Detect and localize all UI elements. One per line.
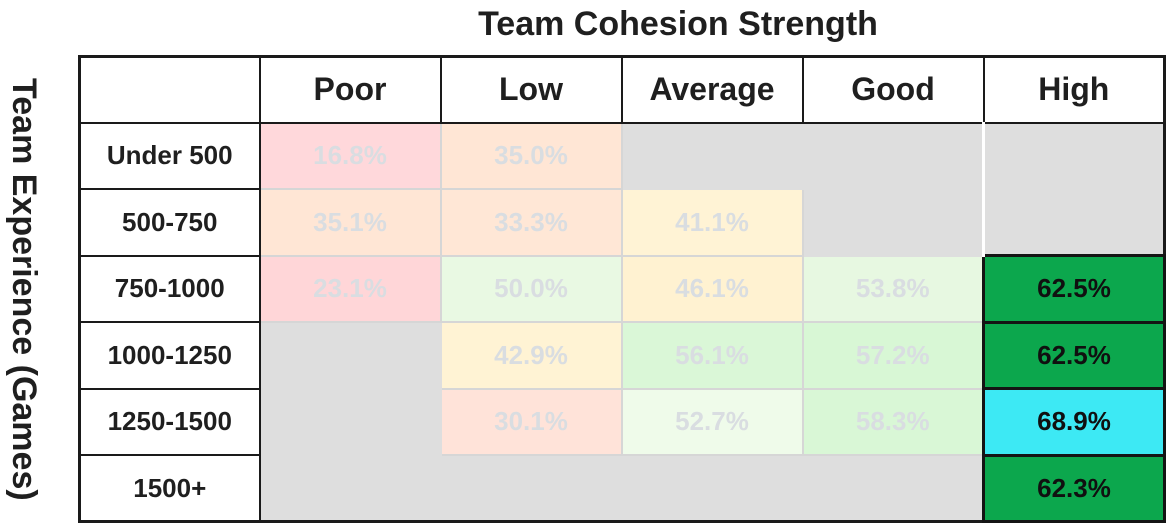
row-label-1500: 1500+ xyxy=(78,454,261,523)
heatmap-table-container: Poor Low Average Good High Under 500 16.8… xyxy=(78,55,1166,523)
column-header-row: Poor Low Average Good High xyxy=(78,55,1166,124)
heatmap-cell-empty xyxy=(620,454,804,523)
heatmap-cell: 16.8% xyxy=(258,121,442,190)
heatmap-cell: 35.0% xyxy=(439,121,623,190)
row-label-under-500: Under 500 xyxy=(78,121,261,190)
heatmap-cell: 50.0% xyxy=(439,254,623,323)
table-row: 500-750 35.1% 33.3% 41.1% xyxy=(78,188,1166,257)
heatmap-cell-empty xyxy=(982,121,1166,190)
heatmap-cell-empty xyxy=(439,454,623,523)
heatmap-cell-empty xyxy=(801,454,985,523)
corner-cell xyxy=(78,55,261,124)
table-row: Under 500 16.8% 35.0% xyxy=(78,121,1166,190)
heatmap-cell: 62.3% xyxy=(982,453,1166,523)
heatmap-cell: 33.3% xyxy=(439,188,623,257)
heatmap-cell: 52.7% xyxy=(620,387,804,456)
heatmap-cell: 30.1% xyxy=(439,387,623,456)
heatmap-cell: 57.2% xyxy=(801,321,985,390)
row-label-750-1000: 750-1000 xyxy=(78,254,261,323)
table-row: 1500+ 62.3% xyxy=(78,453,1166,523)
heatmap-cell: 68.9% xyxy=(982,387,1166,457)
column-header-good: Good xyxy=(801,55,985,124)
heatmap-cell: 42.9% xyxy=(439,321,623,390)
row-label-1250-1500: 1250-1500 xyxy=(78,387,261,456)
column-header-average: Average xyxy=(620,55,804,124)
table-row: 1250-1500 30.1% 52.7% 58.3% 68.9% xyxy=(78,387,1166,457)
heatmap-body: Under 500 16.8% 35.0% 500-750 35.1% 33.3% 41.1… xyxy=(78,121,1166,523)
table-row: 750-1000 23.1% 50.0% 46.1% 53.8% 62.5% xyxy=(78,254,1166,324)
heatmap-cell: 56.1% xyxy=(620,321,804,390)
heatmap-cell: 23.1% xyxy=(258,254,442,323)
column-header-low: Low xyxy=(439,55,623,124)
heatmap-cell-empty xyxy=(258,454,442,523)
column-header-high: High xyxy=(982,55,1166,124)
heatmap-cell-empty xyxy=(801,188,985,257)
heatmap-cell: 46.1% xyxy=(620,254,804,323)
row-label-500-750: 500-750 xyxy=(78,188,261,257)
heatmap-cell: 53.8% xyxy=(801,254,985,323)
heatmap-table: Poor Low Average Good High Under 500 16.8… xyxy=(78,55,1166,523)
heatmap-cell: 62.5% xyxy=(982,320,1166,390)
heatmap-cell: 35.1% xyxy=(258,188,442,257)
heatmap-cell-empty xyxy=(258,321,442,390)
row-label-1000-1250: 1000-1250 xyxy=(78,321,261,390)
column-header-poor: Poor xyxy=(258,55,442,124)
heatmap-cell: 58.3% xyxy=(801,387,985,456)
heatmap-cell: 41.1% xyxy=(620,188,804,257)
y-axis-label: Team Experience (Games) xyxy=(5,77,43,501)
heatmap-cell: 62.5% xyxy=(982,254,1166,324)
heatmap-cell-empty xyxy=(620,121,804,190)
table-row: 1000-1250 42.9% 56.1% 57.2% 62.5% xyxy=(78,320,1166,390)
chart-title: Team Cohesion Strength xyxy=(478,5,878,43)
heatmap-cell-empty xyxy=(801,121,985,190)
heatmap-cell-empty xyxy=(982,188,1166,257)
heatmap-cell-empty xyxy=(258,387,442,456)
